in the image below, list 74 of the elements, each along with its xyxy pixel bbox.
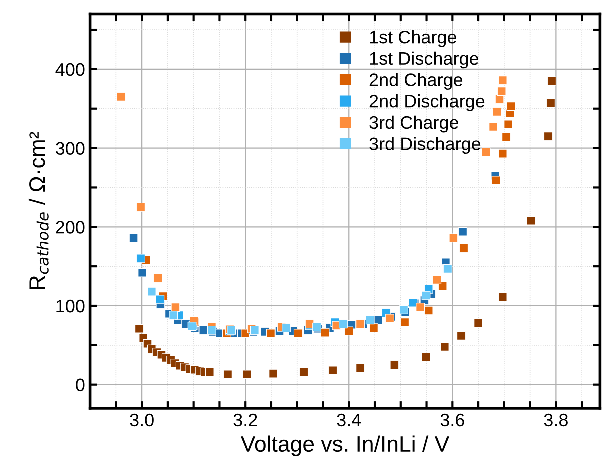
- point: [294, 329, 303, 338]
- point: [546, 98, 556, 108]
- y-tick-label: 100: [56, 300, 85, 313]
- point: [136, 202, 146, 212]
- point: [338, 320, 348, 329]
- point: [498, 149, 508, 158]
- point: [242, 370, 252, 380]
- point: [498, 292, 508, 302]
- point: [504, 120, 514, 130]
- point: [422, 352, 431, 362]
- legend-label: 3rd Discharge: [370, 137, 481, 154]
- point: [135, 324, 144, 334]
- point: [440, 342, 450, 352]
- point: [366, 316, 375, 325]
- point: [266, 329, 276, 338]
- y-tick-label: 0: [76, 378, 85, 392]
- point: [356, 320, 365, 329]
- legend-label: 2nd Charge: [370, 73, 463, 90]
- point: [497, 87, 506, 96]
- legend-label: 1st Discharge: [370, 52, 479, 69]
- legend-label: 1st Charge: [370, 30, 457, 48]
- point: [116, 92, 126, 102]
- point: [498, 76, 508, 85]
- point: [320, 328, 330, 338]
- point: [129, 234, 138, 243]
- point: [390, 360, 400, 370]
- point: [474, 318, 483, 328]
- point: [356, 364, 365, 373]
- point: [136, 254, 146, 264]
- point: [169, 311, 178, 320]
- x-tick-label: 3.2: [234, 414, 258, 427]
- point: [526, 216, 536, 226]
- point: [154, 274, 163, 283]
- point: [138, 268, 148, 278]
- x-tick-label: 3.8: [544, 414, 568, 427]
- point: [400, 318, 410, 327]
- point: [492, 108, 502, 116]
- y-tick-label: 400: [56, 63, 85, 76]
- point: [460, 244, 468, 253]
- point: [300, 368, 309, 377]
- point: [147, 287, 156, 296]
- point: [432, 276, 442, 284]
- legend-label: 3rd Charge: [370, 116, 459, 133]
- point: [457, 332, 466, 340]
- point: [282, 324, 291, 333]
- point: [458, 227, 468, 236]
- x-tick-label: 3.6: [440, 414, 464, 427]
- point: [489, 122, 498, 132]
- point: [370, 324, 378, 333]
- point: [199, 326, 208, 335]
- point: [506, 102, 516, 111]
- y-tick-label: 300: [56, 142, 85, 156]
- y-tick-label: 200: [56, 221, 85, 234]
- x-tick-label: 3.0: [130, 414, 154, 427]
- point: [344, 326, 354, 336]
- point: [416, 303, 426, 312]
- point: [548, 76, 556, 86]
- point: [328, 366, 338, 376]
- point: [400, 305, 408, 314]
- point: [269, 369, 278, 378]
- point: [422, 291, 431, 300]
- x-axis-title: Voltage vs. In/InLi / V: [240, 436, 450, 456]
- y-axis-title: R$_{cathode}$ / Ω·cm²: [28, 132, 49, 290]
- point: [449, 234, 458, 243]
- point: [424, 306, 434, 316]
- point: [205, 368, 214, 377]
- point: [492, 176, 501, 186]
- legend-label: 2nd Discharge: [370, 94, 485, 112]
- x-tick-label: 3.4: [337, 414, 362, 427]
- point: [482, 148, 491, 157]
- point: [156, 295, 165, 304]
- point: [502, 132, 511, 142]
- point: [544, 132, 553, 141]
- point: [224, 370, 232, 380]
